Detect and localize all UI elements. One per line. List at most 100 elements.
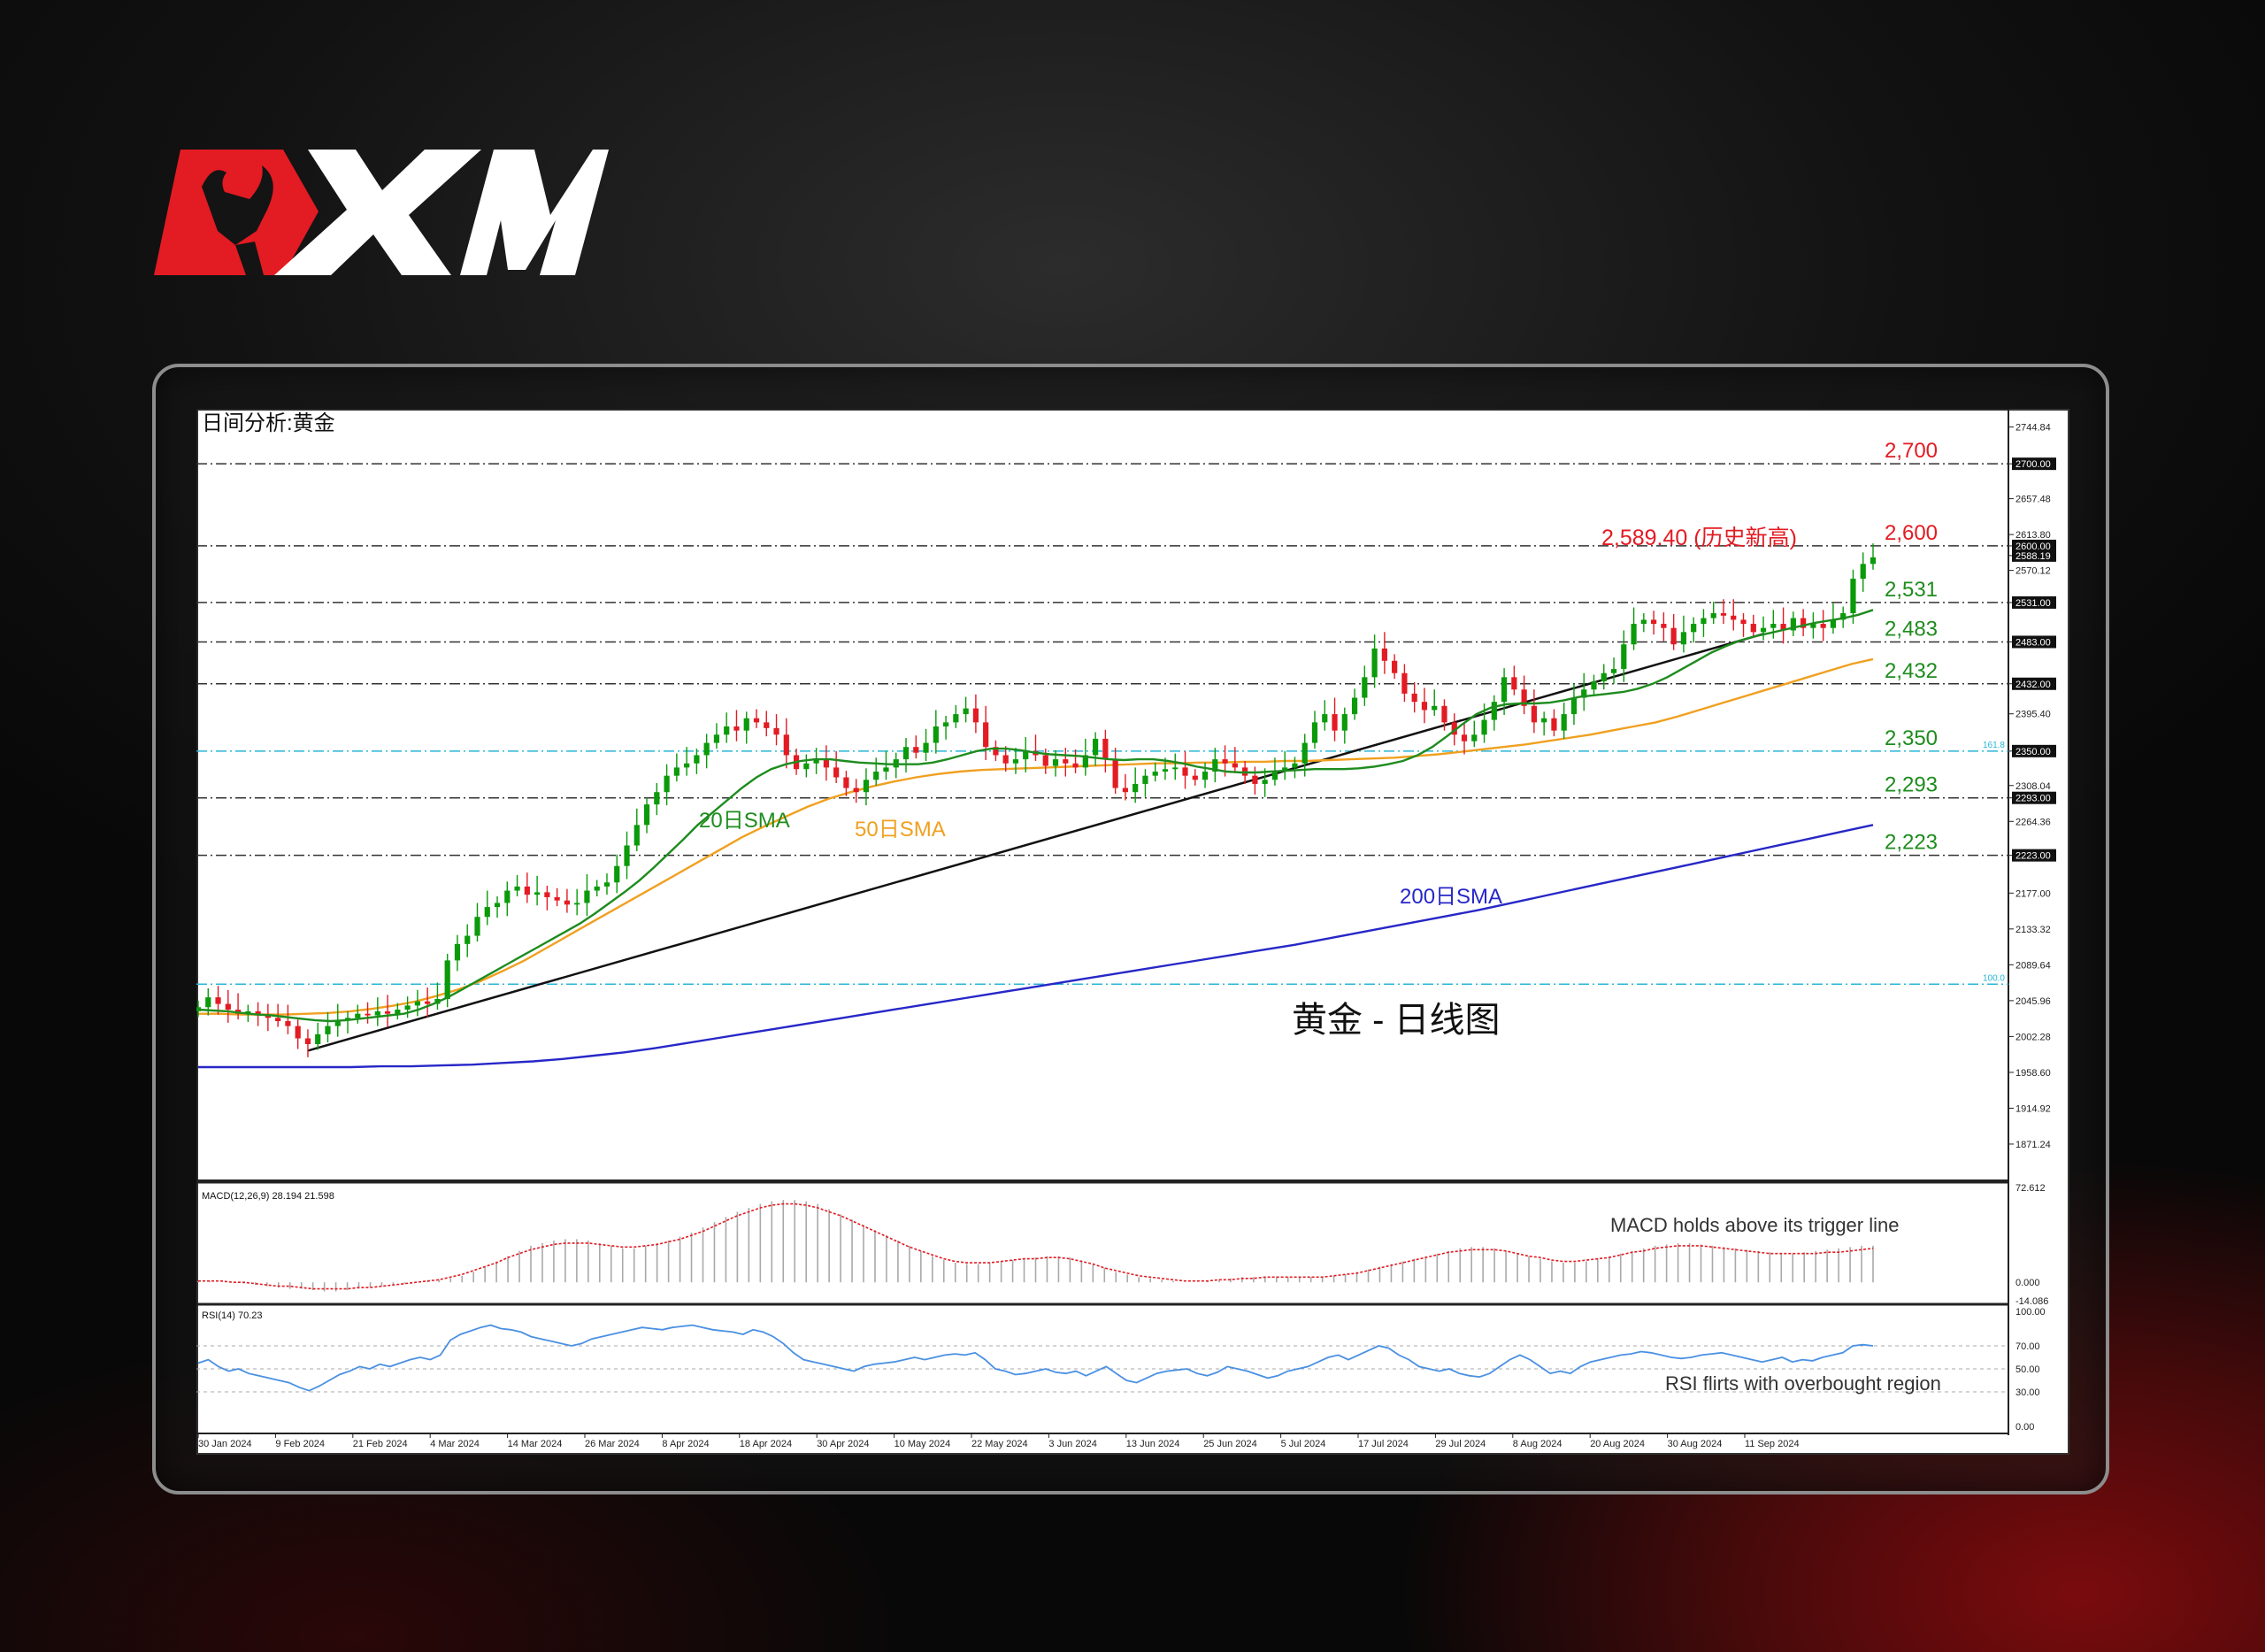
candle-body [643, 804, 650, 826]
candle-body [425, 1001, 431, 1004]
candle-body [923, 742, 929, 753]
candle-body [1371, 648, 1378, 678]
y-tick-label: 1958.60 [2015, 1068, 2051, 1079]
rsi-annotation: RSI flirts with overbought region [1665, 1372, 1941, 1395]
candle-body [1292, 763, 1298, 768]
candle-body [1790, 618, 1796, 631]
candle-body [1461, 734, 1468, 741]
candle-body [1192, 775, 1198, 780]
candle-body [1680, 632, 1687, 645]
bull-logo-mark [154, 150, 319, 275]
rsi-y-tick: 50.00 [2015, 1364, 2040, 1375]
chart-title: 日间分析:黄金 [202, 411, 335, 435]
candle-body [245, 1010, 251, 1014]
rsi-y-tick: 70.00 [2015, 1341, 2040, 1352]
candle-body [1610, 669, 1617, 673]
y-tick-label: 2264.36 [2015, 817, 2051, 827]
candle-body [753, 718, 760, 723]
candle-body [355, 1013, 361, 1018]
y-tick-box [2012, 635, 2056, 649]
candle-body [1152, 772, 1158, 776]
candle-body [783, 734, 789, 756]
candle-body [1172, 767, 1179, 770]
y-tick-box [2012, 744, 2056, 757]
candle-body [215, 997, 221, 1004]
candle-body [1451, 722, 1457, 735]
y-tick-label: 2395.40 [2015, 710, 2051, 720]
candle-body [1132, 783, 1139, 793]
candle-body [1112, 759, 1118, 788]
candle-body [1311, 722, 1318, 743]
macd-y-tick: -14.086 [2015, 1296, 2048, 1307]
candle-body [315, 1033, 321, 1045]
x-tick-label: 18 Apr 2024 [740, 1439, 792, 1449]
candle-body [1072, 763, 1079, 768]
candle-body [993, 747, 999, 756]
candle-body [255, 1010, 261, 1016]
candle-body [1710, 612, 1716, 619]
candle-body [1351, 697, 1358, 715]
candle-body [1401, 672, 1408, 694]
candle-body [673, 767, 680, 776]
candle-body [743, 718, 749, 731]
fib-label: 161.8 [1983, 741, 2005, 750]
candle-body [1591, 680, 1597, 690]
candle-body [1860, 564, 1866, 580]
y-tick-box [2012, 791, 2056, 804]
candle-body [913, 747, 919, 753]
y-tick-label: 1914.92 [2015, 1103, 2051, 1114]
x-tick-label: 29 Jul 2024 [1435, 1439, 1486, 1449]
candle-body [295, 1026, 301, 1039]
candle-body [703, 742, 710, 756]
sma200-label: 200日SMA [1400, 885, 1502, 909]
candle-body [504, 890, 511, 903]
candle-body [1601, 672, 1607, 681]
candle-body [514, 886, 520, 891]
x-tick-label: 26 Mar 2024 [585, 1439, 640, 1449]
x-tick-label: 20 Aug 2024 [1590, 1439, 1645, 1449]
candle-body [863, 780, 870, 793]
level-label: 2,483 [1885, 617, 1938, 641]
x-tick-label: 13 Jun 2024 [1126, 1439, 1180, 1449]
candle-body [694, 755, 700, 764]
x-tick-label: 17 Jul 2024 [1358, 1439, 1409, 1449]
candle-body [285, 1021, 291, 1026]
candle-body [404, 1005, 411, 1010]
x-tick-label: 4 Mar 2024 [430, 1439, 480, 1449]
candle-body [614, 865, 620, 883]
candle-body [803, 763, 810, 770]
candle-body [1780, 624, 1786, 631]
candle-body [1232, 763, 1238, 768]
candle-body [724, 726, 730, 735]
trendline [307, 632, 1765, 1052]
candle-body [1701, 618, 1707, 625]
candle-body [833, 767, 840, 778]
fib-label: 100.0 [1983, 973, 2005, 983]
y-tick-label: 1871.24 [2015, 1140, 2051, 1150]
candle-body [1063, 759, 1069, 764]
candle-body [1392, 660, 1398, 673]
sma-line [197, 609, 1874, 1023]
candle-body [873, 772, 879, 780]
candle-body [1082, 755, 1088, 768]
candle-body [883, 767, 889, 772]
x-tick-label: 25 Jun 2024 [1203, 1439, 1257, 1449]
x-tick-label: 30 Aug 2024 [1668, 1439, 1723, 1449]
candle-body [574, 903, 580, 905]
candle-body [764, 722, 770, 728]
candle-body [414, 1001, 420, 1006]
candle-body [225, 1003, 231, 1010]
y-tick-label: 2657.48 [2015, 495, 2051, 505]
y-tick-label: 2432.00 [2015, 680, 2051, 690]
candle-body [1541, 718, 1547, 723]
candle-body [564, 900, 571, 905]
candle-body [1731, 615, 1737, 620]
candle-body [1770, 624, 1777, 628]
candle-body [664, 775, 670, 793]
y-tick-box [2012, 549, 2056, 562]
candle-body [304, 1038, 311, 1045]
candle-body [524, 886, 530, 895]
xm-wordmark [274, 150, 609, 275]
candle-body [654, 792, 660, 805]
level-label: 2,293 [1885, 773, 1938, 797]
